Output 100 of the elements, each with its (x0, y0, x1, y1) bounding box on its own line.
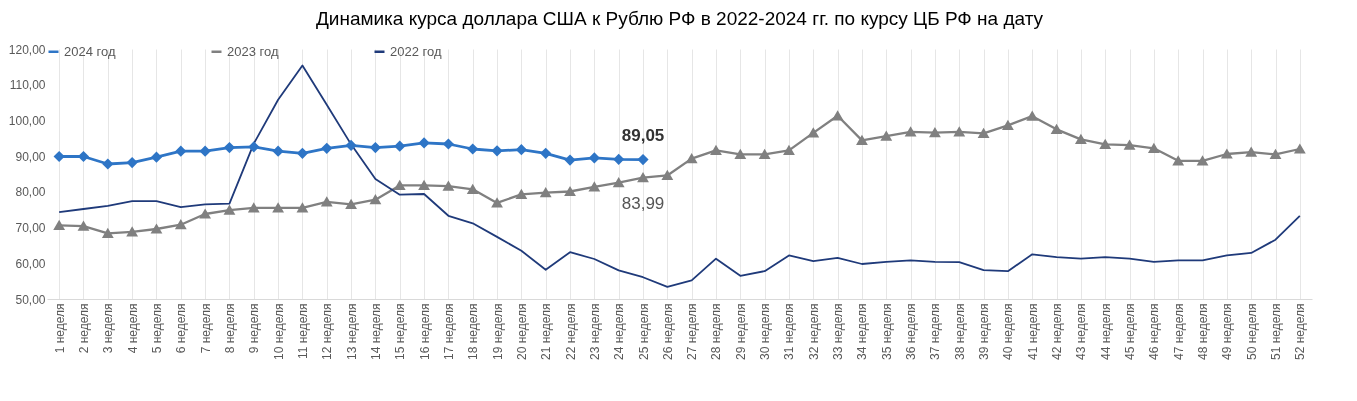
legend-label: 2023 год (227, 43, 279, 59)
x-tick-label: 30 неделя (758, 303, 773, 360)
data-label: 83,99 (621, 193, 665, 213)
point (564, 186, 576, 197)
x-tick-label: 10 неделя (271, 303, 286, 360)
x-tick-label: 33 неделя (831, 303, 846, 360)
point (589, 182, 600, 192)
point (613, 154, 624, 165)
point (248, 203, 259, 213)
x-tick-label: 21 неделя (539, 303, 554, 360)
point (370, 142, 381, 153)
legend-label: 2024 год (64, 43, 116, 59)
x-tick-label: 34 неделя (855, 303, 870, 360)
point (637, 172, 649, 183)
x-tick-label: 47 неделя (1171, 303, 1186, 360)
x-tick-label: 15 неделя (393, 303, 408, 360)
point (1100, 139, 1111, 149)
point (272, 203, 284, 213)
point (443, 138, 454, 150)
x-tick-label: 46 неделя (1147, 303, 1162, 360)
point (564, 154, 576, 166)
point (272, 145, 284, 157)
x-tick-label: 49 неделя (1220, 303, 1235, 360)
point (1246, 147, 1257, 157)
x-tick-label: 20 неделя (514, 303, 529, 360)
point (978, 128, 989, 138)
point (686, 154, 697, 164)
point (1075, 134, 1087, 144)
point (418, 180, 430, 191)
x-tick-label: 4 неделя (125, 303, 140, 354)
y-tick-label: 90,00 (15, 149, 46, 164)
point (491, 198, 503, 208)
x-tick-label: 38 неделя (952, 303, 967, 360)
point (102, 228, 113, 238)
legend-label: 2022 год (390, 43, 442, 59)
y-tick-label: 100,00 (8, 113, 46, 128)
point (1270, 149, 1281, 159)
x-tick-label: 8 неделя (222, 303, 237, 354)
point (126, 157, 138, 168)
x-tick-label: 11 неделя (295, 303, 310, 360)
y-tick-label: 80,00 (15, 185, 46, 200)
x-tick-label: 52 неделя (1293, 303, 1308, 360)
x-tick-label: 25 неделя (636, 303, 651, 360)
x-tick-label: 41 неделя (1025, 303, 1040, 360)
point (1197, 156, 1208, 166)
point (297, 203, 308, 213)
x-tick-label: 7 неделя (198, 303, 213, 354)
point (905, 127, 916, 137)
x-tick-label: 16 неделя (417, 303, 432, 360)
point (637, 154, 649, 165)
point (783, 145, 795, 156)
point (297, 148, 308, 159)
point (248, 141, 259, 153)
point (516, 144, 527, 155)
y-tick-label: 120,00 (8, 42, 46, 57)
x-tick-label: 6 неделя (174, 303, 189, 354)
x-tick-label: 2 неделя (76, 303, 91, 354)
point (151, 152, 162, 163)
x-tick-label: 29 неделя (733, 303, 748, 360)
point (1221, 149, 1233, 159)
point (467, 184, 478, 194)
x-tick-label: 18 неделя (466, 303, 481, 360)
point (394, 140, 405, 152)
point (1002, 120, 1014, 131)
y-tick-label: 60,00 (15, 256, 46, 271)
chart-title: Динамика курса доллара США к Рублю РФ в 2022-2024 гг. по курсу ЦБ РФ на дату (315, 8, 1044, 29)
x-tick-label: 23 неделя (587, 303, 602, 360)
point (175, 145, 186, 157)
point (345, 199, 357, 209)
x-tick-label: 5 неделя (149, 303, 164, 354)
point (613, 177, 624, 188)
x-tick-label: 37 неделя (928, 303, 943, 360)
x-tick-label: 1 неделя (52, 303, 67, 354)
data-label: 89,05 (621, 125, 665, 145)
point (540, 187, 551, 198)
y-tick-label: 70,00 (15, 221, 46, 236)
point (151, 224, 162, 234)
x-tick-label: 45 неделя (1123, 303, 1138, 360)
point (418, 137, 430, 149)
point (53, 220, 65, 231)
point (1173, 156, 1184, 166)
point (321, 143, 332, 154)
point (929, 127, 941, 138)
point (735, 149, 746, 159)
point (759, 149, 770, 159)
point (1051, 124, 1062, 134)
point (467, 143, 478, 155)
x-tick-label: 28 неделя (709, 303, 724, 360)
x-tick-label: 42 неделя (1050, 303, 1065, 360)
point (832, 111, 843, 121)
x-tick-label: 44 неделя (1098, 303, 1113, 360)
x-tick-label: 48 неделя (1196, 303, 1211, 360)
point (394, 180, 405, 191)
x-tick-label: 17 неделя (441, 303, 456, 360)
point (102, 158, 113, 170)
x-tick-label: 13 неделя (344, 303, 359, 360)
y-tick-label: 110,00 (9, 78, 46, 93)
point (516, 189, 527, 199)
point (808, 128, 819, 138)
x-tick-label: 3 неделя (101, 303, 116, 354)
